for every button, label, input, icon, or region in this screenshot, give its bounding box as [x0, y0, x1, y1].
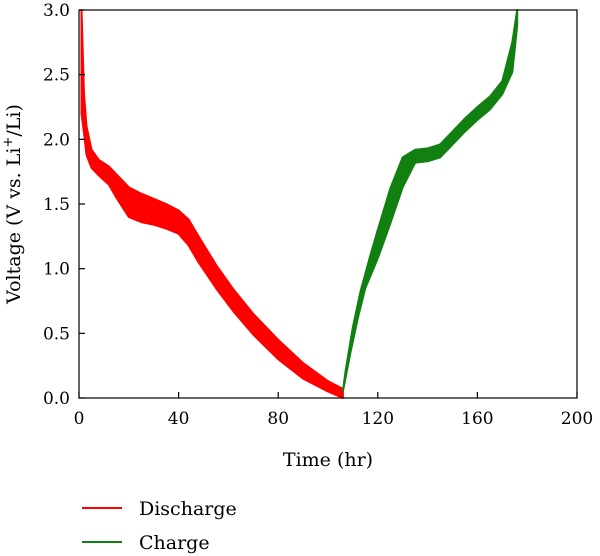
x-tick-label: 80 — [267, 409, 289, 429]
x-tick-label: 0 — [74, 409, 85, 429]
x-tick-label: 40 — [168, 409, 190, 429]
y-axis-title: Voltage (V vs. Li+/Li) — [1, 104, 25, 305]
x-axis-title: Time (hr) — [283, 449, 373, 471]
series-layer — [80, 9, 519, 399]
discharge-curve — [80, 9, 344, 399]
ticks-layer: 0 40 80 120 160 200 0.0 0.5 1.0 1.5 2.0 2.5 3.0 — [43, 1, 593, 429]
y-tick-label: 2.0 — [43, 130, 70, 150]
y-axis-title-main: Voltage (V vs. Li — [3, 148, 25, 305]
x-tick-label: 200 — [561, 409, 593, 429]
y-axis-title-superscript: + — [1, 137, 16, 148]
x-tick-label: 120 — [362, 409, 394, 429]
y-axis-title-tail: /Li) — [3, 104, 25, 137]
legend-charge-label: Charge — [139, 532, 210, 554]
x-tick-label: 160 — [461, 409, 493, 429]
y-tick-label: 0.5 — [43, 324, 70, 344]
y-tick-label: 1.0 — [43, 260, 70, 280]
y-tick-label: 0.0 — [43, 389, 70, 409]
y-tick-label: 1.5 — [43, 195, 70, 215]
y-tick-label: 3.0 — [43, 1, 70, 21]
legend: Discharge Charge — [82, 498, 237, 554]
y-tick-label: 2.5 — [43, 66, 70, 86]
charge-curve — [341, 9, 519, 393]
legend-discharge-label: Discharge — [139, 498, 237, 520]
